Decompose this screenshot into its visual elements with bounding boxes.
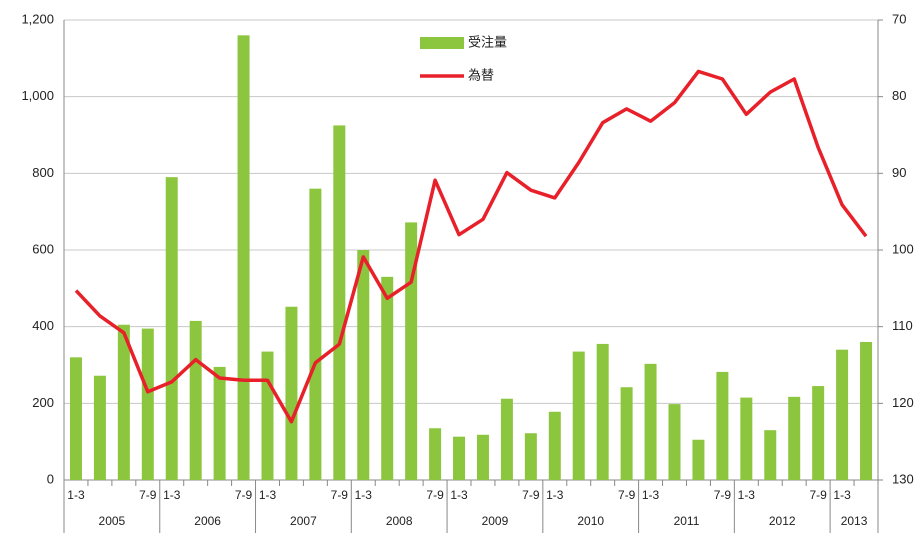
y2-tick-label: 130 bbox=[892, 471, 914, 486]
y-tick-label: 1,200 bbox=[21, 11, 54, 26]
y-tick-label: 0 bbox=[47, 471, 54, 486]
line bbox=[74, 69, 868, 424]
x-tick-label: 1-3 bbox=[259, 488, 277, 502]
year-label: 2007 bbox=[290, 514, 317, 528]
bar bbox=[333, 125, 346, 481]
x-tick-label: 7-9 bbox=[139, 488, 157, 502]
y2-tick-label: 90 bbox=[892, 165, 906, 180]
bar bbox=[812, 386, 825, 480]
bar bbox=[237, 35, 250, 480]
bar bbox=[357, 250, 370, 480]
y2-tick-label: 110 bbox=[892, 318, 913, 333]
y2-tick-label: 100 bbox=[892, 241, 914, 256]
x-tick-label: 1-3 bbox=[355, 488, 373, 502]
bar bbox=[261, 351, 274, 480]
x-tick-label: 7-9 bbox=[618, 488, 636, 502]
x-tick-label: 1-3 bbox=[450, 488, 468, 502]
bar bbox=[692, 439, 705, 480]
y-tick-label: 600 bbox=[32, 241, 54, 256]
bar bbox=[644, 363, 657, 480]
year-label: 2006 bbox=[194, 514, 221, 528]
x-tick-label: 7-9 bbox=[331, 488, 349, 502]
x-tick-label: 1-3 bbox=[833, 488, 851, 502]
bar bbox=[405, 222, 418, 480]
bar bbox=[668, 404, 681, 480]
year-label: 2005 bbox=[99, 514, 126, 528]
bar bbox=[93, 375, 106, 480]
bar bbox=[764, 430, 777, 480]
bar bbox=[381, 276, 394, 480]
x-tick-label: 7-9 bbox=[809, 488, 827, 502]
y-tick-label: 200 bbox=[32, 395, 54, 410]
legend-swatch bbox=[420, 37, 464, 49]
bar bbox=[860, 342, 873, 480]
year-label: 2011 bbox=[674, 514, 700, 528]
x-tick-label: 7-9 bbox=[522, 488, 540, 502]
bar bbox=[189, 320, 202, 480]
bar bbox=[788, 396, 801, 480]
y2-tick-label: 70 bbox=[892, 11, 906, 26]
x-tick-label: 7-9 bbox=[235, 488, 253, 502]
x-tick-label: 1-3 bbox=[67, 488, 85, 502]
y2-tick-label: 80 bbox=[892, 88, 906, 103]
bar bbox=[141, 328, 154, 480]
bar bbox=[716, 371, 729, 480]
x-tick-label: 1-3 bbox=[163, 488, 181, 502]
year-label: 2010 bbox=[577, 514, 604, 528]
bar bbox=[836, 349, 849, 480]
x-tick-label: 1-3 bbox=[642, 488, 660, 502]
bar bbox=[572, 351, 585, 480]
bar bbox=[69, 357, 82, 480]
bar bbox=[213, 366, 226, 480]
bar bbox=[309, 188, 322, 480]
bar bbox=[524, 433, 537, 480]
bar bbox=[453, 436, 466, 480]
year-label: 2013 bbox=[841, 514, 868, 528]
bar bbox=[740, 397, 753, 480]
y2-tick-label: 120 bbox=[892, 395, 914, 410]
year-label: 2009 bbox=[482, 514, 509, 528]
legend-label: 為替 bbox=[468, 67, 494, 82]
bar bbox=[596, 343, 609, 480]
year-label: 2012 bbox=[769, 514, 796, 528]
bar bbox=[285, 306, 298, 480]
bar bbox=[548, 411, 561, 480]
bar bbox=[620, 387, 633, 480]
y-tick-label: 800 bbox=[32, 165, 54, 180]
bar bbox=[117, 324, 130, 480]
x-tick-label: 1-3 bbox=[738, 488, 756, 502]
bar bbox=[429, 428, 442, 480]
year-label: 2008 bbox=[386, 514, 413, 528]
bar bbox=[500, 398, 513, 480]
x-tick-label: 7-9 bbox=[426, 488, 444, 502]
legend-label: 受注量 bbox=[468, 34, 507, 49]
y-tick-label: 1,000 bbox=[21, 88, 54, 103]
y-tick-label: 400 bbox=[32, 318, 54, 333]
x-tick-label: 7-9 bbox=[714, 488, 732, 502]
bar bbox=[165, 177, 178, 480]
x-tick-label: 1-3 bbox=[546, 488, 564, 502]
bar bbox=[476, 434, 489, 480]
